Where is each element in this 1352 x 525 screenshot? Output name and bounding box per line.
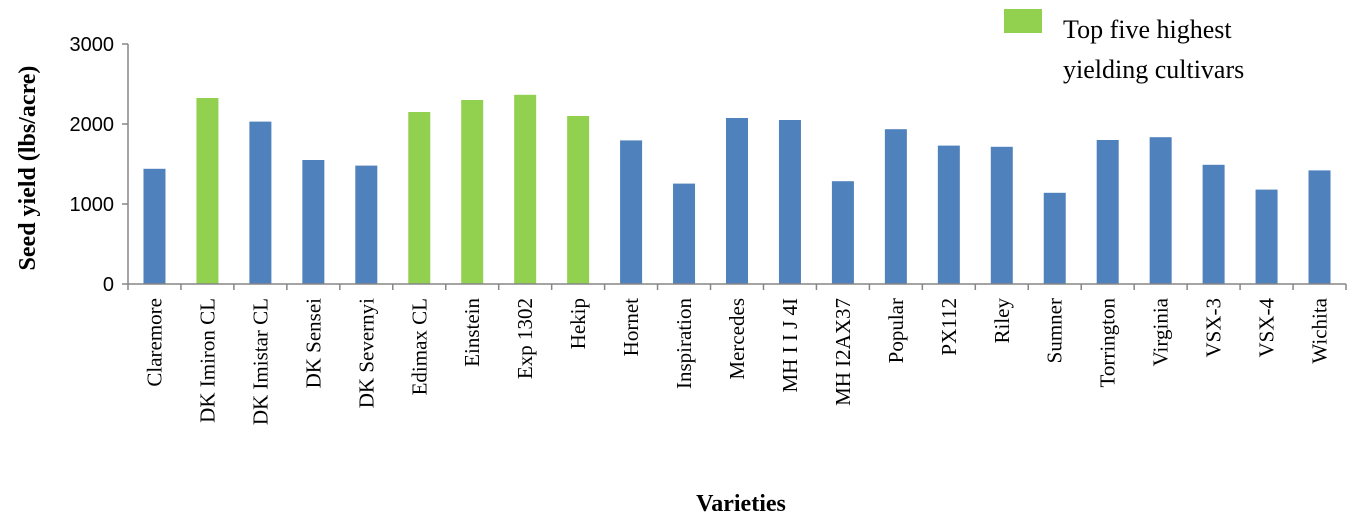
category-label: Mercedes xyxy=(725,298,749,380)
bar xyxy=(726,118,748,284)
category-label: Einstein xyxy=(460,298,484,367)
y-axis-ticks: 0 1000 2000 3000 xyxy=(70,34,128,296)
category-label: Sumner xyxy=(1043,298,1067,363)
bar xyxy=(884,129,907,284)
legend-swatch xyxy=(1004,9,1042,33)
bar xyxy=(1255,189,1278,284)
bar xyxy=(620,140,643,284)
bar xyxy=(1096,140,1119,284)
category-label: DK Severnyi xyxy=(354,298,378,408)
y-axis-title: Seed yield (lbs/acre) xyxy=(15,66,41,271)
y-tick-label: 0 xyxy=(103,274,114,296)
y-tick-label: 2000 xyxy=(70,114,115,136)
category-label: Riley xyxy=(990,298,1014,344)
category-label: Hekip xyxy=(566,298,590,349)
category-label: Inspiration xyxy=(672,298,696,389)
category-label: MH I I J 4I xyxy=(778,298,802,393)
bars xyxy=(143,94,1331,284)
bar xyxy=(1202,164,1225,284)
bar xyxy=(673,183,696,284)
category-label: Edimax CL xyxy=(407,298,431,395)
category-label: DK Sensei xyxy=(301,298,325,389)
category-label: Hornet xyxy=(619,298,643,356)
category-label: MH I2AX37 xyxy=(831,298,855,406)
bar xyxy=(143,168,166,284)
legend-label-line2: yielding cultivars xyxy=(1063,55,1244,84)
bar xyxy=(302,160,325,284)
bar xyxy=(355,165,378,284)
bar xyxy=(1043,192,1066,284)
x-axis-ticks xyxy=(127,284,1347,290)
bar xyxy=(831,181,854,284)
category-label: Claremore xyxy=(142,298,166,387)
category-label: Exp 1302 xyxy=(513,298,537,379)
category-label: DK Imistar CL xyxy=(248,298,272,425)
category-label: PX112 xyxy=(937,298,961,356)
category-label: Torrington xyxy=(1096,298,1120,388)
bar xyxy=(514,94,537,284)
bar xyxy=(778,120,801,284)
y-tick-label: 1000 xyxy=(70,194,115,216)
category-label: Popular xyxy=(884,298,908,363)
category-label: VSX-3 xyxy=(1202,298,1226,358)
bar xyxy=(990,146,1013,284)
bar xyxy=(1149,137,1172,284)
category-label: Wichita xyxy=(1308,297,1332,363)
bar xyxy=(196,98,219,284)
bar xyxy=(567,116,590,284)
legend-label-line1: Top five highest xyxy=(1063,15,1232,44)
category-label: DK Imiron CL xyxy=(195,298,219,423)
category-label: VSX-4 xyxy=(1255,298,1279,358)
bar xyxy=(461,100,484,284)
bar xyxy=(1308,170,1331,284)
bar xyxy=(249,121,272,284)
bar xyxy=(408,112,431,284)
bar xyxy=(937,145,960,284)
category-labels: Claremore DK Imiron CL DK Imistar CL DK Sen… xyxy=(142,297,1331,425)
y-tick-label: 3000 xyxy=(70,34,115,56)
legend: Top five highest yielding cultivars xyxy=(1004,9,1244,84)
x-axis-title: Varieties xyxy=(696,491,786,517)
category-label: Virginia xyxy=(1149,297,1173,366)
